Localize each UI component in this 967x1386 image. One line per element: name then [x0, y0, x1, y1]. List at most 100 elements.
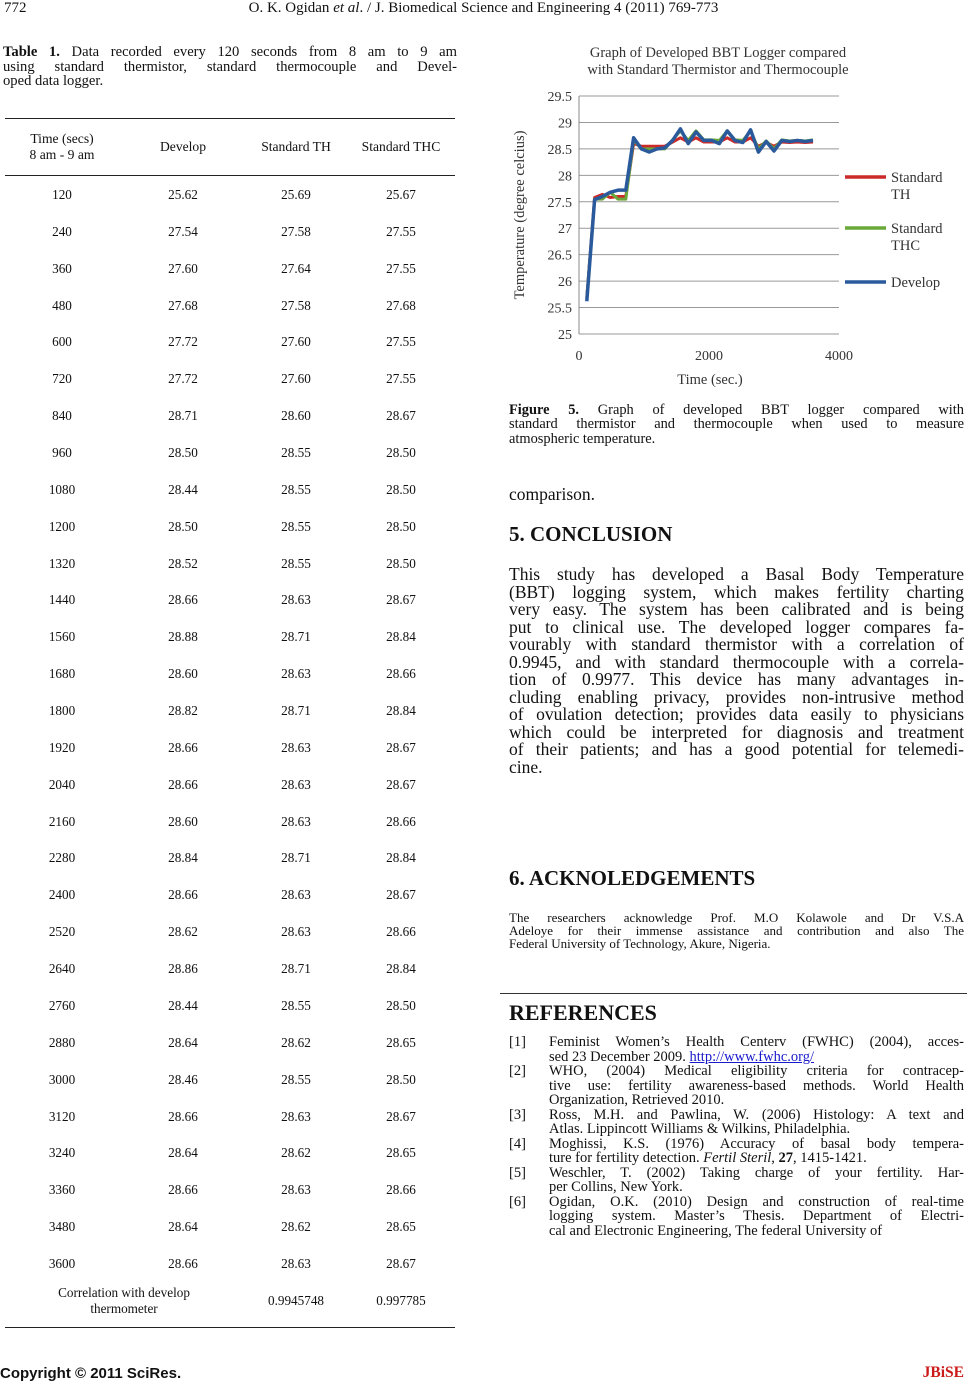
table-cell: 28.62 [168, 924, 198, 940]
x-axis-label: Time (sec.) [677, 372, 743, 388]
table-cell: 28.50 [386, 1071, 416, 1087]
table-cell: 28.71 [281, 703, 311, 719]
running-head-authors: O. K. Ogidan [248, 0, 334, 16]
reference-line: Organization, Retrieved 2010. [549, 1090, 964, 1108]
table-cell: 28.63 [281, 1182, 311, 1198]
y-axis-label: Temperature (degree celcius) [512, 130, 528, 299]
reference-text: Ogidan, O.K. (2010) Design and construct… [549, 1193, 964, 1210]
continued-text: comparison. [509, 484, 596, 504]
table-cell: 28.66 [168, 776, 198, 792]
table-caption: Table 1. Data recorded every 120 seconds… [3, 42, 457, 90]
reference-link[interactable]: http://www.fwhc.org/ [689, 1048, 814, 1065]
table-cell: 960 [52, 445, 72, 461]
caption-text: Data recorded every 120 seconds from 8 a… [59, 44, 457, 60]
y-tick-label: 29 [558, 116, 572, 131]
reference-item: [3] Ross, M.H. and Pawlina, W. (2006) His… [509, 1105, 964, 1138]
table-cell: 28.55 [281, 555, 311, 571]
table-cell: 28.50 [386, 997, 416, 1013]
running-head-etal: et al [333, 0, 360, 16]
table-cell: 28.50 [386, 555, 416, 571]
legend-label: TH [891, 187, 911, 203]
reference-number: [5] [509, 1164, 526, 1181]
table-cell: 720 [52, 371, 72, 387]
legend-label: Standard [891, 170, 943, 186]
reference-text: cal and Electronic Engineering, The fede… [549, 1222, 883, 1239]
table-cell: 360 [52, 260, 72, 276]
table-cell: 1320 [48, 555, 76, 571]
x-tick-label: 4000 [825, 349, 853, 364]
table-cell: 28.65 [386, 1145, 416, 1161]
text-line: vourably with standard thermistor with a… [509, 634, 964, 654]
table-cell: 27.55 [386, 334, 416, 350]
table-caption-line: oped data logger. [3, 73, 104, 90]
chart-title: Graph of Developed BBT Logger compared [590, 45, 847, 61]
table-cell: 28.65 [386, 1219, 416, 1235]
reference-line: ture for fertility detection. Fertil Ste… [549, 1148, 964, 1166]
reference-number: [3] [509, 1106, 526, 1123]
reference-line: cal and Electronic Engineering, The fede… [549, 1221, 964, 1239]
y-tick-label: 28.5 [548, 143, 573, 158]
section-heading-acknowledgements: 6. ACKNOLEDGEMENTS [509, 866, 756, 890]
reference-last-italic: Fertil Steril [703, 1150, 772, 1166]
y-tick-label: 28 [558, 169, 572, 184]
reference-line: tive use: fertility awareness-based meth… [549, 1076, 964, 1094]
figure-caption-line: atmospheric temperature. [509, 430, 656, 447]
reference-line: Ross, M.H. and Pawlina, W. (2006) Histol… [549, 1105, 964, 1123]
table-label: Table 1. [3, 44, 60, 60]
table-cell: 1200 [48, 518, 76, 534]
copyright: Copyright © 2011 SciRes. [0, 1365, 182, 1382]
figure-caption: Figure 5. Graph of developed BBT logger … [509, 401, 964, 447]
table-cell: 28.50 [168, 445, 198, 461]
legend-label: THC [891, 238, 920, 254]
table-cell: 1920 [48, 739, 76, 755]
table-cell: 2160 [48, 813, 76, 829]
table-cell: 28.50 [386, 445, 416, 461]
table-cell: 27.60 [281, 334, 311, 350]
table-cell: 28.66 [386, 924, 416, 940]
table-cell: 27.64 [281, 260, 311, 276]
reference-line: logging system. Master’s Thesis. Departm… [549, 1206, 964, 1224]
table-header-cell: Standard THC [361, 139, 441, 154]
table-cell: 28.66 [168, 739, 198, 755]
table-cell: 27.72 [168, 334, 198, 350]
table-cell: 28.50 [386, 481, 416, 497]
conclusion-paragraph: This study has developed a Basal Body Te… [509, 562, 964, 777]
table-cell: 3240 [48, 1145, 76, 1161]
table-cell: 28.66 [168, 887, 198, 903]
reference-text: sed 23 December 2009. [549, 1048, 690, 1065]
text-line: Federal University of Technology, Akure,… [509, 936, 771, 951]
table-cell: 28.66 [168, 1108, 198, 1124]
table-cell: 28.55 [281, 481, 311, 497]
table-cell: 28.67 [386, 739, 416, 755]
reference-text: Moghissi, K.S. (1976) Accuracy of basal … [549, 1135, 964, 1152]
reference-item: [1] Feminist Women’s Health Centerv (FWHC… [509, 1032, 964, 1065]
table-cell: 28.44 [168, 481, 198, 497]
reference-number: [1] [509, 1034, 526, 1050]
reference-item: [4] Moghissi, K.S. (1976) Accuracy of bas… [509, 1134, 964, 1167]
table-cell: 28.62 [281, 1219, 311, 1235]
table-header-rule [5, 175, 455, 176]
table-cell: 28.50 [168, 518, 198, 534]
table-cell: 2280 [48, 850, 76, 866]
reference-text: Feminist Women’s Health Centerv (FWHC) (… [549, 1034, 964, 1050]
table-cell: 28.64 [168, 1034, 198, 1050]
table-cell: 27.60 [281, 371, 311, 387]
table-cell: 28.55 [281, 1071, 311, 1087]
table-cell: 27.58 [281, 297, 311, 313]
table-cell: 28.66 [386, 666, 416, 682]
table-cell: 28.63 [281, 1108, 311, 1124]
table-cell: 1080 [48, 481, 76, 497]
text-line: Adeloye for their immense assistance and… [509, 923, 964, 938]
reference-text: Organization, Retrieved 2010. [549, 1092, 725, 1108]
table-cell: 28.64 [168, 1219, 198, 1235]
table-cell: 120 [52, 187, 72, 202]
table-cell: 28.71 [281, 961, 311, 977]
y-tick-label: 27.5 [548, 196, 573, 211]
series-line-standard-th [585, 136, 814, 298]
reference-text: tive use: fertility awareness-based meth… [549, 1077, 964, 1094]
table-cell: 28.44 [168, 997, 198, 1013]
text-line: of ovulation detection; provides data ea… [509, 704, 964, 724]
reference-line: Atlas. Lippincott Williams & Wilkins, Ph… [549, 1119, 964, 1137]
x-tick-label: 0 [576, 349, 583, 364]
table-cell: 3360 [48, 1182, 76, 1198]
